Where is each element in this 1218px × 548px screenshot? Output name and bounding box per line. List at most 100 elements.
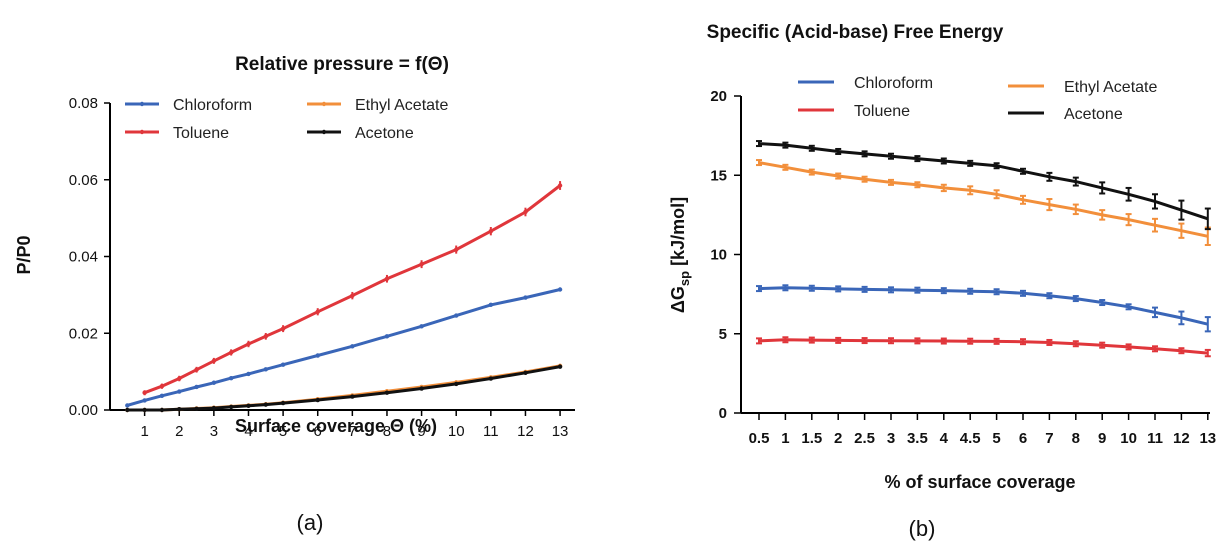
- chart-a-data-point: [523, 370, 528, 375]
- chart-b-y-tick-label: 20: [710, 88, 727, 105]
- chart-b-x-tick-label: 4: [940, 430, 949, 447]
- chart-a-y-tick-label: 0.06: [69, 172, 98, 189]
- chart-a-x-tick-label: 8: [383, 423, 391, 440]
- chart-b-title: Specific (Acid-base) Free Energy: [707, 22, 1004, 43]
- chart-a-legend: Chloroform Toluene Ethyl Acetate Acetone: [125, 97, 448, 142]
- chart-a-data-point: [159, 393, 165, 399]
- chart-a-data-point: [177, 389, 182, 394]
- chart-b-series-line-toluene: [758, 338, 1208, 355]
- chart-a-data-point: [263, 402, 268, 407]
- chart-a-x-tick-label: 5: [279, 423, 287, 440]
- chart-a-x-tick-label: 13: [552, 423, 569, 440]
- chart-a-data-point: [419, 386, 424, 391]
- chart-a-series-line-chloroform: [126, 288, 561, 407]
- chart-a-data-point: [384, 334, 390, 339]
- chart-b-legend: Chloroform Toluene Ethyl Acetate Acetone: [798, 75, 1157, 123]
- chart-b-x-tick-label: 4.5: [960, 430, 981, 447]
- chart-a-data-point: [125, 403, 130, 408]
- chart-a-data-point: [315, 353, 320, 358]
- chart-a-series-line-toluene: [144, 184, 562, 395]
- chart-b-series-line-acetone: [758, 142, 1209, 221]
- chart-a-data-point: [194, 406, 199, 412]
- chart-b-x-tick-label: 1.5: [801, 430, 822, 447]
- chart-a-data-point: [228, 375, 234, 381]
- chart-b-x-tick-label: 10: [1120, 430, 1137, 447]
- chart-b: Specific (Acid-base) Free Energy % of su…: [668, 22, 1216, 541]
- chart-a-x-tick-label: 1: [140, 423, 148, 440]
- chart-a-data-point: [263, 367, 268, 372]
- chart-a-legend-label: Toluene: [173, 125, 229, 142]
- chart-b-x-tick-label: 3.5: [907, 430, 928, 447]
- y-label-sub: sp: [677, 271, 692, 286]
- chart-b-x-tick-label: 6: [1019, 430, 1027, 447]
- chart-b-x-tick-label: 13: [1199, 430, 1216, 447]
- chart-a-data-point: [488, 302, 494, 308]
- chart-b-x-tick-label: 2.5: [854, 430, 875, 447]
- chart-a-data-point: [350, 394, 355, 399]
- chart-a: Relative pressure = f(Θ) Surface coverag…: [14, 54, 575, 535]
- chart-a-x-tick-label: 7: [348, 423, 356, 440]
- chart-a-x-tick-label: 12: [517, 423, 534, 440]
- chart-a-y-tick-label: 0.08: [69, 95, 98, 112]
- chart-a-y-axis-label: P/P0: [14, 235, 34, 274]
- chart-a-legend-label: Ethyl Acetate: [355, 97, 448, 114]
- chart-b-x-tick-label: 0.5: [749, 430, 770, 447]
- chart-a-y-tick-label: 0.04: [69, 249, 98, 266]
- chart-a-data-point: [454, 313, 459, 318]
- chart-a-legend-marker: [321, 101, 327, 107]
- chart-b-series: [756, 140, 1211, 358]
- chart-a-series-line-acetone: [127, 365, 561, 412]
- chart-b-x-axis-label: % of surface coverage: [884, 472, 1075, 492]
- chart-b-y-tick-label: 0: [719, 405, 727, 422]
- chart-a-legend-label: Acetone: [355, 125, 414, 142]
- chart-b-x-tick-label: 2: [834, 430, 842, 447]
- chart-b-y-axis-label: ΔGsp [kJ/mol]: [668, 197, 692, 313]
- chart-a-data-point: [211, 380, 217, 385]
- chart-a-legend-marker: [139, 129, 145, 135]
- chart-a-ticks: 1 2 3 4 5 6 7 8 9 10 11 12 130.000.020.040.060.08: [69, 95, 569, 440]
- chart-b-x-tick-label: 12: [1173, 430, 1190, 447]
- chart-a-data-point: [246, 371, 251, 377]
- chart-a-x-tick-label: 10: [448, 423, 465, 440]
- chart-a-title: Relative pressure = f(Θ): [235, 54, 449, 75]
- chart-b-x-tick-label: 7: [1045, 430, 1053, 447]
- chart-b-ticks: 0.5 1 1.5 2 2.5 3 3.5 4 4.5 5 6 7 8 9 10 11 12 13 0 5 10 15 20: [710, 88, 1216, 447]
- chart-a-data-point: [211, 405, 217, 411]
- chart-a-legend-marker: [321, 129, 327, 135]
- chart-b-legend-label: Toluene: [854, 103, 910, 120]
- chart-a-data-point: [557, 287, 563, 292]
- chart-b-x-tick-label: 5: [992, 430, 1000, 447]
- chart-a-data-point: [454, 381, 459, 387]
- chart-a-data-point: [315, 397, 320, 403]
- chart-a-y-tick-label: 0.02: [69, 325, 98, 342]
- chart-b-legend-label: Ethyl Acetate: [1064, 79, 1157, 96]
- chart-a-data-point: [177, 407, 182, 412]
- chart-a-data-point: [246, 403, 251, 408]
- chart-b-x-tick-label: 8: [1072, 430, 1080, 447]
- y-label-unit: [kJ/mol]: [668, 197, 688, 271]
- chart-a-x-tick-label: 6: [314, 423, 322, 440]
- chart-b-x-tick-label: 9: [1098, 430, 1106, 447]
- chart-b-legend-label: Chloroform: [854, 75, 933, 92]
- chart-b-legend-label: Acetone: [1064, 106, 1123, 123]
- chart-a-x-tick-label: 9: [417, 423, 425, 440]
- chart-b-series-line-chloroform: [758, 286, 1209, 326]
- chart-a-legend-label: Chloroform: [173, 97, 252, 114]
- chart-a-legend-marker: [139, 101, 145, 107]
- chart-a-data-point: [523, 295, 528, 300]
- chart-a-x-tick-label: 3: [210, 423, 218, 440]
- chart-b-y-tick-label: 15: [710, 167, 727, 184]
- chart-a-data-point: [557, 364, 563, 369]
- chart-a-data-point: [125, 407, 130, 413]
- chart-a-x-axis-label: Surface coverage Θ (%): [235, 416, 437, 436]
- chart-b-y-tick-label: 10: [710, 247, 727, 264]
- chart-a-data-point: [280, 400, 286, 406]
- chart-a-y-tick-label: 0.00: [69, 402, 98, 419]
- chart-a-data-point: [280, 362, 286, 367]
- chart-a-x-tick-label: 2: [175, 423, 183, 440]
- chart-a-data-point: [194, 384, 199, 390]
- chart-a-x-tick-label: 11: [483, 423, 499, 440]
- chart-a-data-point: [488, 376, 494, 381]
- chart-b-y-tick-label: 5: [719, 326, 727, 343]
- y-label-main: ΔG: [668, 286, 688, 313]
